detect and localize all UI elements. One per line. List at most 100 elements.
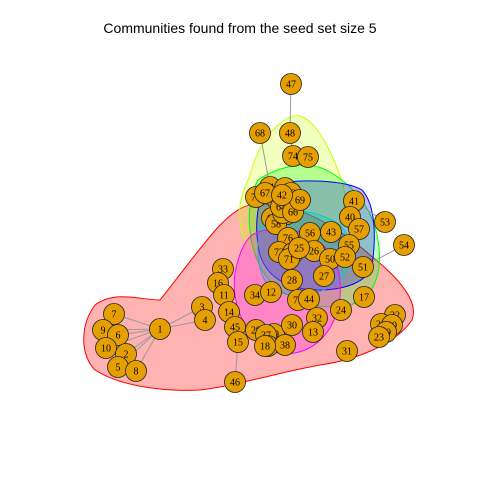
node-circle: [374, 211, 396, 233]
node-label: 14: [224, 308, 234, 319]
node-label: 26: [309, 247, 319, 258]
node-8: 8: [125, 360, 147, 382]
node-label: 46: [230, 378, 240, 389]
node-label: 28: [287, 276, 297, 287]
node-51: 51: [352, 256, 374, 278]
node-label: 56: [305, 229, 315, 240]
node-circle: [281, 269, 303, 291]
node-1: 1: [149, 318, 171, 340]
node-circle: [352, 256, 374, 278]
node-5: 5: [107, 356, 129, 378]
node-43: 43: [320, 221, 342, 243]
node-circle: [393, 234, 415, 256]
node-circle: [288, 237, 310, 259]
node-28: 28: [281, 269, 303, 291]
node-label: 15: [233, 338, 243, 349]
node-13: 13: [302, 321, 324, 343]
node-27: 27: [313, 265, 335, 287]
node-label: 43: [326, 228, 336, 239]
node-circle: [280, 73, 302, 95]
node-75: 75: [297, 146, 319, 168]
node-circle: [125, 360, 147, 382]
node-circle: [103, 303, 125, 325]
node-18: 18: [254, 335, 276, 357]
node-label: 51: [358, 263, 368, 274]
node-47: 47: [280, 73, 302, 95]
node-circle: [279, 122, 301, 144]
node-label: 68: [255, 129, 265, 140]
node-label: 9: [101, 326, 106, 337]
node-label: 50: [325, 255, 335, 266]
node-label: 12: [266, 288, 276, 299]
node-label: 33: [218, 265, 228, 276]
node-52: 52: [334, 246, 356, 268]
node-label: 38: [280, 341, 290, 352]
node-label: 69: [295, 196, 305, 207]
node-label: 11: [219, 291, 229, 302]
node-label: 24: [336, 306, 346, 317]
node-7: 7: [103, 303, 125, 325]
node-circle: [302, 321, 324, 343]
node-circle: [271, 184, 293, 206]
node-label: 7: [112, 310, 117, 321]
node-24: 24: [330, 299, 352, 321]
node-57: 57: [348, 218, 370, 240]
node-label: 1: [158, 325, 163, 336]
node-17: 17: [353, 286, 375, 308]
node-30: 30: [281, 314, 303, 336]
node-53: 53: [374, 211, 396, 233]
node-label: 52: [340, 253, 350, 264]
node-circle: [254, 335, 276, 357]
node-label: 76: [283, 234, 293, 245]
node-label: 18: [260, 342, 270, 353]
graph-nodes: 4768487475613662776063415349406558574356…: [92, 73, 415, 393]
node-circle: [348, 218, 370, 240]
node-48: 48: [279, 122, 301, 144]
node-label: 67: [260, 189, 270, 200]
node-label: 72: [274, 248, 284, 259]
page-title: Communities found from the seed set size…: [103, 20, 377, 36]
node-circle: [227, 331, 249, 353]
node-circle: [224, 371, 246, 393]
node-label: 64: [276, 203, 286, 214]
node-label: 57: [354, 225, 364, 236]
node-circle: [336, 340, 358, 362]
node-label: 42: [277, 191, 287, 202]
node-circle: [313, 265, 335, 287]
node-label: 13: [308, 328, 318, 339]
node-10: 10: [95, 337, 117, 359]
node-label: 73: [293, 296, 303, 307]
node-label: 27: [319, 272, 329, 283]
node-circle: [95, 337, 117, 359]
node-label: 55: [344, 241, 354, 252]
node-42: 42: [271, 184, 293, 206]
node-label: 10: [101, 344, 111, 355]
node-23: 23: [368, 326, 390, 348]
node-circle: [194, 309, 216, 331]
node-circle: [298, 288, 320, 310]
node-circle: [297, 146, 319, 168]
node-circle: [249, 122, 271, 144]
node-circle: [281, 314, 303, 336]
node-34: 34: [244, 284, 266, 306]
node-circle: [260, 281, 282, 303]
node-label: 53: [380, 218, 390, 229]
node-label: 23: [374, 333, 384, 344]
node-54: 54: [393, 234, 415, 256]
node-label: 2: [124, 350, 129, 361]
node-label: 3: [200, 303, 205, 314]
node-circle: [330, 299, 352, 321]
node-12: 12: [260, 281, 282, 303]
node-label: 48: [285, 129, 295, 140]
node-label: 58: [271, 220, 281, 231]
node-label: 40: [345, 213, 355, 224]
node-68: 68: [249, 122, 271, 144]
node-circle: [353, 286, 375, 308]
node-label: 74: [288, 152, 298, 163]
node-label: 66: [288, 208, 298, 219]
node-label: 45: [230, 323, 240, 334]
node-label: 4: [203, 316, 208, 327]
node-label: 44: [304, 295, 314, 306]
node-38: 38: [274, 334, 296, 356]
